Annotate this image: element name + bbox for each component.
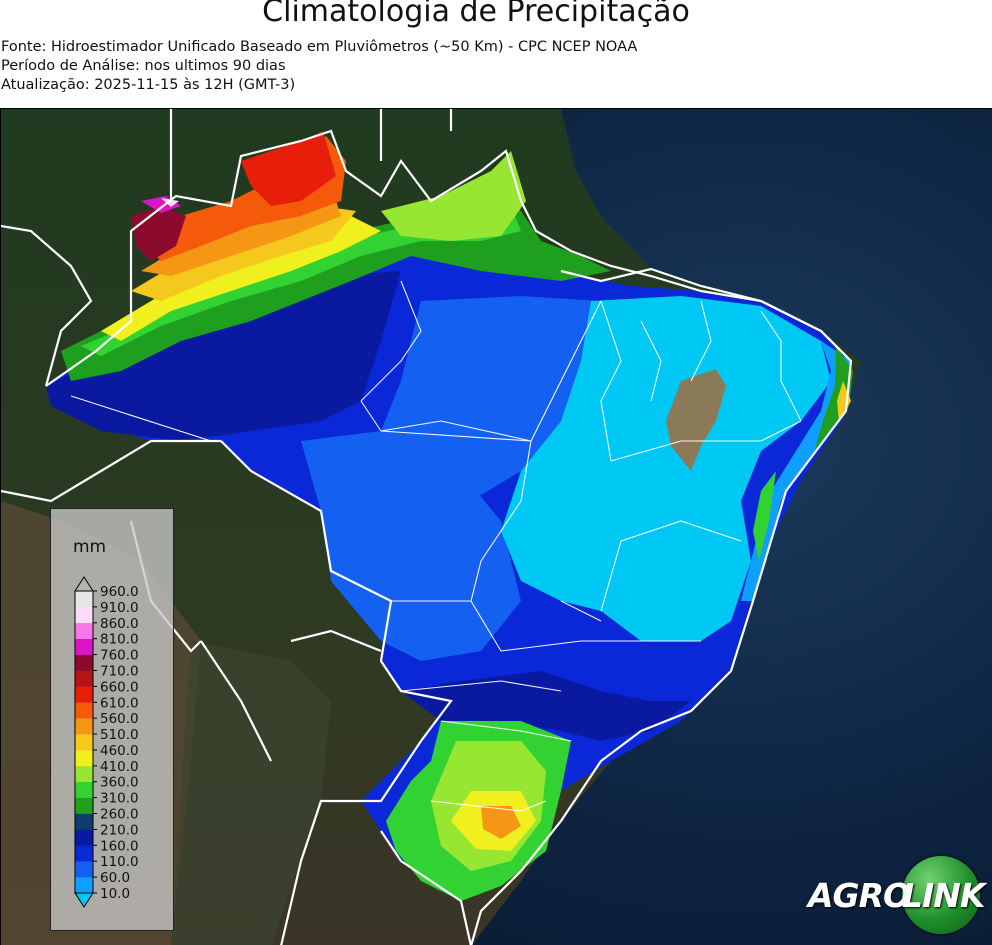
legend-color-band (75, 877, 93, 894)
legend-tick-label: 660.0 (100, 679, 139, 695)
agrolink-logo: AGRO LINK (806, 856, 986, 934)
legend-color-band (75, 702, 93, 719)
chaco-area (171, 641, 331, 945)
map-canvas (1, 109, 992, 945)
legend-arrow-low (74, 892, 94, 908)
legend-tick-label: 460.0 (100, 743, 139, 759)
legend-color-band (75, 734, 93, 751)
legend-tick-label: 710.0 (100, 663, 139, 679)
legend-color-band (75, 829, 93, 846)
legend-tick-label: 10.0 (100, 886, 130, 902)
legend-tick-label: 560.0 (100, 711, 139, 727)
legend-color-band (75, 670, 93, 687)
legend-color-band (75, 749, 93, 767)
precipitation-map (0, 108, 992, 945)
legend-tick-label: 60.0 (100, 870, 130, 886)
dry-region (666, 369, 726, 471)
legend-color-band (75, 813, 93, 830)
legend-tick-label: 210.0 (100, 822, 139, 838)
state-borders (70, 280, 802, 812)
legend-color-band (75, 718, 93, 735)
legend-tick-label: 610.0 (100, 695, 139, 711)
legend-tick-label: 760.0 (100, 648, 139, 664)
legend-color-band (75, 765, 93, 783)
legend-colorbar: 10.060.0110.0160.0210.0260.0310.0360.041… (74, 576, 139, 908)
legend-tick-label: 110.0 (100, 854, 139, 870)
update-line: Atualização: 2025-11-15 às 12H (GMT-3) (1, 77, 296, 93)
legend-color-band (75, 606, 93, 624)
legend-tick-label: 860.0 (100, 616, 139, 632)
legend-color-band (75, 845, 93, 862)
legend-unit: mm (73, 537, 107, 557)
legend-arrow-high (74, 576, 94, 592)
legend-tick-label: 310.0 (100, 791, 139, 807)
color-legend: mm 10.0 60.0 110.0 160.0 210.0 260.0 310.0 360.… (50, 508, 174, 931)
legend-tick-label: 410.0 (100, 759, 139, 775)
map-title: Climatologia de Precipitação (262, 0, 690, 29)
legend-tick-label: 910.0 (100, 600, 139, 616)
legend-color-band (75, 861, 93, 878)
legend-color-band (75, 797, 93, 814)
legend-color-band (75, 781, 93, 798)
period-line: Período de Análise: nos ultimos 90 dias (1, 58, 286, 74)
legend-color-band (75, 622, 93, 639)
logo-link-text: LINK (902, 876, 986, 915)
legend-color-band (75, 686, 93, 703)
legend-tick-label: 360.0 (100, 775, 139, 791)
logo-agro-text: AGRO (808, 876, 911, 915)
coastline (470, 267, 853, 945)
legend-frame (74, 590, 94, 894)
legend-tick-label: 160.0 (100, 838, 139, 854)
legend-tick-label: 510.0 (100, 727, 139, 743)
legend-tick-label: 960.0 (100, 584, 139, 600)
precipitation-field (46, 131, 853, 901)
legend-color-band (75, 591, 93, 608)
logo-globe-icon (902, 856, 980, 934)
legend-color-band (75, 654, 93, 671)
legend-color-band (75, 638, 93, 655)
legend-tick-label: 260.0 (100, 807, 139, 823)
source-line: Fonte: Hidroestimador Unificado Baseado … (1, 39, 638, 55)
legend-tick-label: 810.0 (100, 632, 139, 648)
